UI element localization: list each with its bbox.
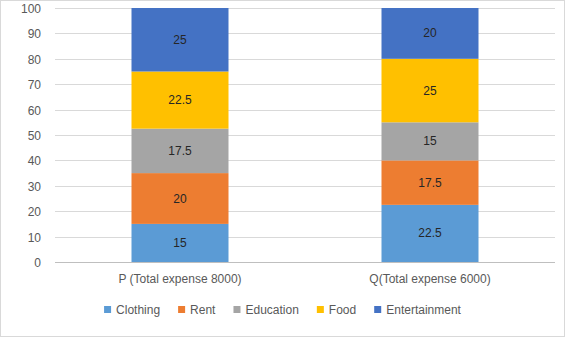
bars xyxy=(132,8,479,262)
data-label: 20 xyxy=(173,192,187,206)
bar xyxy=(132,8,229,72)
data-labels: 15 22.5 20 17.5 17.5 15 22.5 25 25 20 xyxy=(168,26,442,250)
legend-label: Entertainment xyxy=(386,303,461,317)
legend-label: Rent xyxy=(190,303,216,317)
grid-line xyxy=(55,59,555,60)
data-label: 17.5 xyxy=(418,176,442,190)
bar xyxy=(382,59,479,123)
x-tick-label: Q(Total expense 6000) xyxy=(369,272,490,286)
y-tick-label: 100 xyxy=(21,2,41,16)
grid-line xyxy=(55,33,555,34)
grid-line xyxy=(55,84,555,85)
grid-line xyxy=(55,110,555,111)
legend: Clothing Rent Education Food Entertainment xyxy=(104,303,461,317)
data-label: 20 xyxy=(423,26,437,40)
bar xyxy=(382,8,479,59)
grid-line xyxy=(55,262,555,263)
grid-line xyxy=(55,8,555,9)
y-tick-label: 90 xyxy=(28,27,42,41)
data-label: 17.5 xyxy=(168,144,192,158)
legend-swatch xyxy=(374,306,381,313)
y-tick-label: 50 xyxy=(28,129,42,143)
bar xyxy=(132,129,229,173)
y-tick-label: 20 xyxy=(28,205,42,219)
grid-line xyxy=(55,186,555,187)
legend-label: Education xyxy=(245,303,298,317)
bar xyxy=(132,72,229,129)
grid xyxy=(55,9,555,263)
bar xyxy=(382,205,479,262)
legend-swatch xyxy=(178,306,185,313)
data-label: 25 xyxy=(173,33,187,47)
y-tick-label: 0 xyxy=(34,256,41,270)
grid-line xyxy=(55,135,555,136)
x-tick-label: P (Total expense 8000) xyxy=(118,272,241,286)
grid-line xyxy=(55,160,555,161)
y-tick-label: 10 xyxy=(28,231,42,245)
bar xyxy=(132,173,229,224)
data-label: 15 xyxy=(173,236,187,250)
chart: 01020304050607080901001522.52017.517.515… xyxy=(0,0,565,337)
y-tick-label: 40 xyxy=(28,154,42,168)
legend-label: Clothing xyxy=(116,303,160,317)
legend-swatch xyxy=(317,306,324,313)
grid-line xyxy=(55,237,555,238)
y-tick-label: 70 xyxy=(28,78,42,92)
bar xyxy=(382,160,479,204)
y-tick-label: 60 xyxy=(28,104,42,118)
y-tick-label: 30 xyxy=(28,180,42,194)
y-tick-label: 80 xyxy=(28,53,42,67)
legend-swatch xyxy=(233,306,240,313)
data-label: 22.5 xyxy=(418,226,442,240)
legend-swatch xyxy=(104,306,111,313)
chart-border xyxy=(1,1,565,337)
bar xyxy=(382,122,479,160)
bar xyxy=(132,224,229,262)
legend-label: Food xyxy=(329,303,356,317)
data-label: 15 xyxy=(423,134,437,148)
grid-line xyxy=(55,211,555,212)
data-label: 25 xyxy=(423,84,437,98)
data-label: 22.5 xyxy=(168,93,192,107)
